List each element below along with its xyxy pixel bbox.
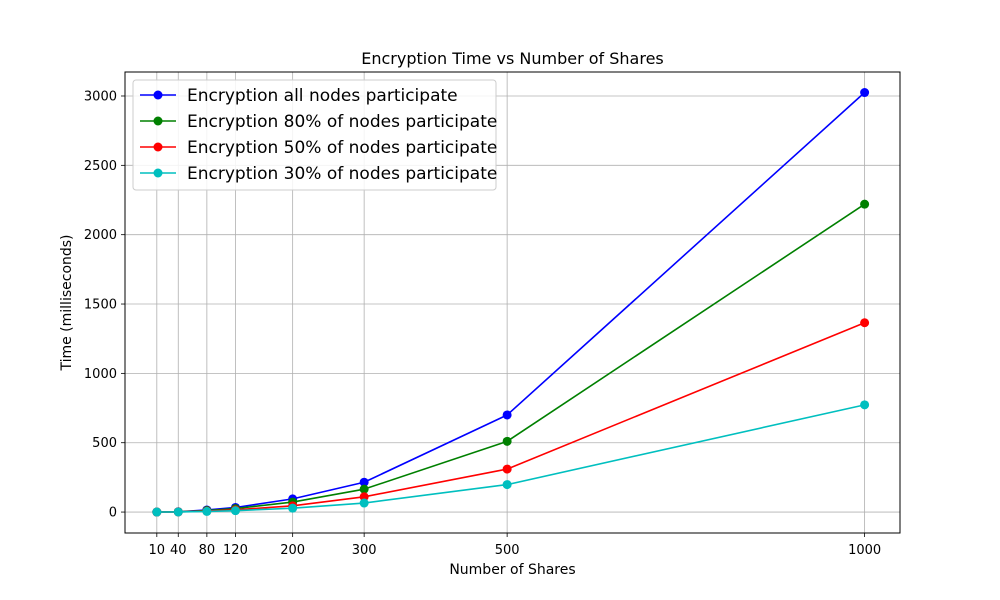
x-tick-label: 120 [223,543,248,558]
legend-label: Encryption 80% of nodes participate [187,112,497,132]
series-line [156,404,865,513]
legend-marker [153,116,163,126]
data-point [173,507,183,517]
y-tick-label: 3000 [84,89,117,104]
legend-item: Encryption 30% of nodes participate [140,164,497,184]
legend-marker [153,142,163,152]
x-tick-label: 300 [352,543,377,558]
legend-item: Encryption 50% of nodes participate [140,138,497,158]
legend-label: Encryption all nodes participate [187,86,458,106]
data-point [860,318,870,328]
data-point [502,410,512,420]
x-tick-label: 500 [495,543,520,558]
legend-label: Encryption 50% of nodes participate [187,138,497,158]
data-point [359,492,369,502]
legend-marker [153,168,163,178]
data-point [359,477,369,487]
ticks: 10 40 80 120 200 300 500 1000 0 500 1000 1500 2000 25… [84,89,881,558]
series-4 [152,400,870,517]
y-tick-label: 2000 [84,228,117,243]
legend-box [132,79,497,191]
legend: Encryption all nodes participate Encrypti… [132,79,497,191]
data-point [502,464,512,474]
x-tick-label: 40 [170,543,187,558]
x-tick-label: 200 [280,543,305,558]
data-point [359,498,369,508]
chart-title: Encryption Time vs Number of Shares [361,49,664,68]
y-tick-label: 500 [92,436,117,451]
data-point [359,484,369,494]
plot-frame [124,71,901,534]
data-point [502,436,512,446]
y-tick-label: 2500 [84,159,117,174]
data-point [288,503,298,513]
data-point [152,507,162,517]
legend-marker [153,90,163,100]
x-tick-label: 1000 [848,543,881,558]
series-layer [152,88,870,517]
data-point [230,506,240,516]
y-tick-label: 1000 [84,367,117,382]
legend-label: Encryption 30% of nodes participate [187,164,497,184]
data-point [860,199,870,209]
data-point [502,480,512,490]
legend-item: Encryption 80% of nodes participate [140,112,497,132]
x-tick-label: 10 [149,543,166,558]
data-point [860,88,870,98]
y-axis-title: Time (milliseconds) [59,234,75,371]
x-axis-title: Number of Shares [449,562,575,578]
x-tick-label: 80 [199,543,216,558]
y-tick-label: 1500 [84,298,117,313]
data-point [860,400,870,410]
y-tick-label: 0 [109,506,117,521]
data-point [202,506,212,516]
legend-item: Encryption all nodes participate [140,86,458,106]
